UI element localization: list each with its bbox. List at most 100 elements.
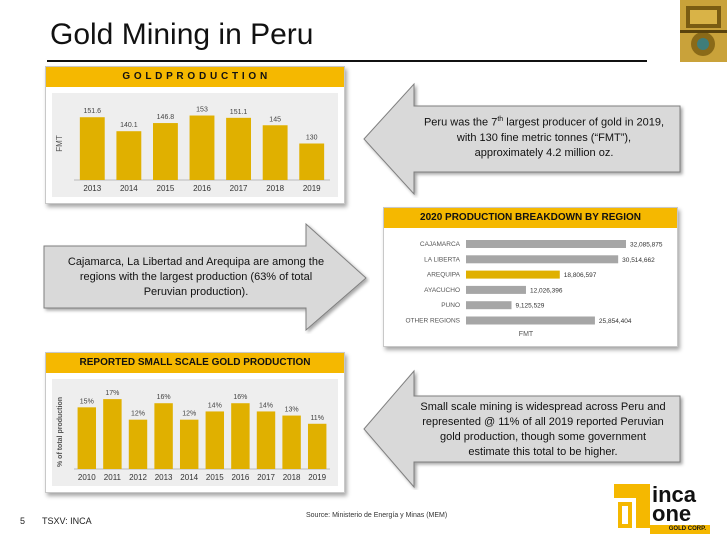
x-tick-2013: 2013 [83, 184, 101, 193]
data-label-2016: 16% [233, 394, 247, 401]
bar-2012 [128, 419, 148, 469]
bar-2017 [226, 117, 252, 180]
middle-callout-line2: regions with the largest production (63%… [79, 271, 313, 283]
bar-2010 [77, 407, 97, 469]
bar-2019 [307, 423, 327, 469]
data-label-2013: 16% [157, 394, 171, 401]
gold-production-panel: G O L D P R O D U C T I O N FMT 151.6 2013… [45, 66, 345, 204]
region-value-5: 25,854,404 [599, 318, 632, 325]
x-tick-2012: 2012 [129, 473, 147, 482]
page-title: Gold Mining in Peru [50, 18, 314, 51]
middle-callout-line3: Peruvian production). [143, 286, 249, 298]
data-label-2010: 15% [80, 398, 94, 405]
data-label-2018: 13% [285, 407, 299, 414]
top-callout-superscript: th [497, 116, 504, 123]
region-bar-5 [466, 316, 595, 325]
middle-callout-line1: Cajamarca, La Libertad and Arequipa are … [67, 256, 325, 268]
data-label-2017: 14% [259, 402, 273, 409]
data-label-2014: 12% [182, 411, 196, 418]
region-label-1: LA LIBERTA [424, 256, 461, 263]
x-tick-2014: 2014 [120, 184, 138, 193]
bar-2018 [262, 125, 288, 180]
ticker-symbol: TSXV: INCA [42, 516, 92, 526]
x-tick-2015: 2015 [206, 473, 224, 482]
region-value-2: 18,806,597 [564, 272, 597, 279]
small-scale-chart-area: % of total production 15% 2010 17% 2011 12% 20… [52, 379, 338, 486]
region-breakdown-header: 2020 PRODUCTION BREAKDOWN BY REGION [384, 208, 677, 228]
bar-2011 [103, 399, 122, 469]
page-number: 5 [20, 516, 26, 526]
data-label-2013: 151.6 [84, 108, 102, 115]
x-tick-2018: 2018 [283, 473, 301, 482]
region-bar-0 [466, 240, 626, 248]
middle-callout-arrow: Cajamarca, La Libertad and Arequipa are … [40, 222, 370, 334]
data-label-2012: 12% [131, 411, 145, 418]
bottom-callout-arrow: Small scale mining is widespread across … [362, 368, 688, 490]
data-label-2014: 140.1 [120, 122, 138, 129]
x-tick-2011: 2011 [104, 473, 122, 482]
region-breakdown-panel: 2020 PRODUCTION BREAKDOWN BY REGION CAJA… [383, 207, 678, 347]
region-bar-2 [466, 270, 560, 279]
region-value-0: 32,085,875 [630, 242, 663, 249]
logo-tagline: GOLD CORP. [650, 525, 710, 534]
bar-2019 [299, 143, 325, 180]
region-label-3: AYACUCHO [424, 287, 460, 294]
data-label-2019: 11% [310, 415, 324, 422]
gold-production-header: G O L D P R O D U C T I O N [46, 67, 344, 87]
bottom-callout-line3: gold production, though some government [439, 431, 647, 443]
middle-callout-text: Cajamarca, La Libertad and Arequipa are … [48, 255, 344, 300]
region-label-2: AREQUIPA [427, 272, 461, 279]
bottom-callout-line1: Small scale mining is widespread across … [420, 401, 666, 413]
bottom-callout-line4: estimate this total to be higher. [468, 446, 618, 458]
bar-2018 [282, 415, 301, 469]
bar-2014 [179, 419, 199, 469]
data-label-2018: 145 [269, 116, 281, 123]
gold-production-chart: FMT 151.6 2013 140.1 2014 146.8 2015 153 2016 151… [55, 107, 330, 193]
region-breakdown-chart-area: CAJAMARCA 32,085,875 LA LIBERTA 30,514,662 A… [390, 234, 671, 340]
data-label-2015: 146.8 [157, 114, 175, 121]
right-arrow-shape [43, 222, 367, 332]
region-label-4: PUNO [441, 302, 460, 309]
region-value-3: 12,026,396 [530, 287, 563, 294]
data-label-2016: 153 [196, 107, 208, 114]
source-note: Source: Ministerio de Energía y Minas (M… [306, 512, 448, 519]
data-label-2017: 151.1 [230, 109, 248, 116]
region-bar-3 [466, 285, 526, 294]
bar-2016 [189, 115, 215, 180]
logo-mark-icon [614, 484, 650, 528]
region-label-5: OTHER REGIONS [405, 318, 460, 325]
logo-word-one: one [652, 501, 692, 526]
bar-2016 [231, 403, 250, 469]
x-axis-label: FMT [519, 331, 534, 338]
logo-word-inca: inca [652, 482, 697, 507]
top-callout-arrow: Peru was the 7th largest producer of gol… [362, 80, 688, 198]
region-label-0: CAJAMARCA [420, 241, 461, 248]
x-tick-2014: 2014 [180, 473, 198, 482]
x-tick-2015: 2015 [157, 184, 175, 193]
region-value-4: 9,125,529 [516, 303, 545, 310]
x-tick-2018: 2018 [266, 184, 284, 193]
inca-emblem-decoration [680, 0, 727, 62]
data-label-2019: 130 [306, 135, 318, 142]
left-arrow-shape-bottom [363, 369, 681, 489]
title-divider [47, 60, 647, 62]
bar-2013 [79, 117, 105, 180]
data-label-2011: 17% [105, 390, 119, 397]
small-scale-chart: % of total production 15% 2010 17% 2011 12% 20… [57, 390, 330, 482]
y-axis-label: FMT [55, 135, 64, 152]
gold-production-chart-area: FMT 151.6 2013 140.1 2014 146.8 2015 153 2016 151… [52, 93, 338, 197]
left-arrow-shape [363, 82, 681, 196]
region-bar-1 [466, 255, 619, 264]
bar-2015 [205, 411, 225, 469]
bar-2013 [154, 403, 173, 469]
x-tick-2016: 2016 [232, 473, 250, 482]
top-callout-line1b: largest producer of gold in 2019, [503, 116, 665, 129]
top-callout-line3: approximately 4.2 million oz. [474, 146, 614, 159]
x-tick-2017: 2017 [230, 184, 248, 193]
top-callout-line2: with 130 fine metric tonnes (“FMT”), [456, 131, 632, 144]
x-tick-2019: 2019 [308, 473, 326, 482]
region-breakdown-chart: CAJAMARCA 32,085,875 LA LIBERTA 30,514,662 A… [405, 240, 663, 338]
small-scale-header: REPORTED SMALL SCALE GOLD PRODUCTION [46, 353, 344, 373]
top-callout-line1a: Peru was the 7 [423, 116, 498, 129]
x-tick-2016: 2016 [193, 184, 211, 193]
